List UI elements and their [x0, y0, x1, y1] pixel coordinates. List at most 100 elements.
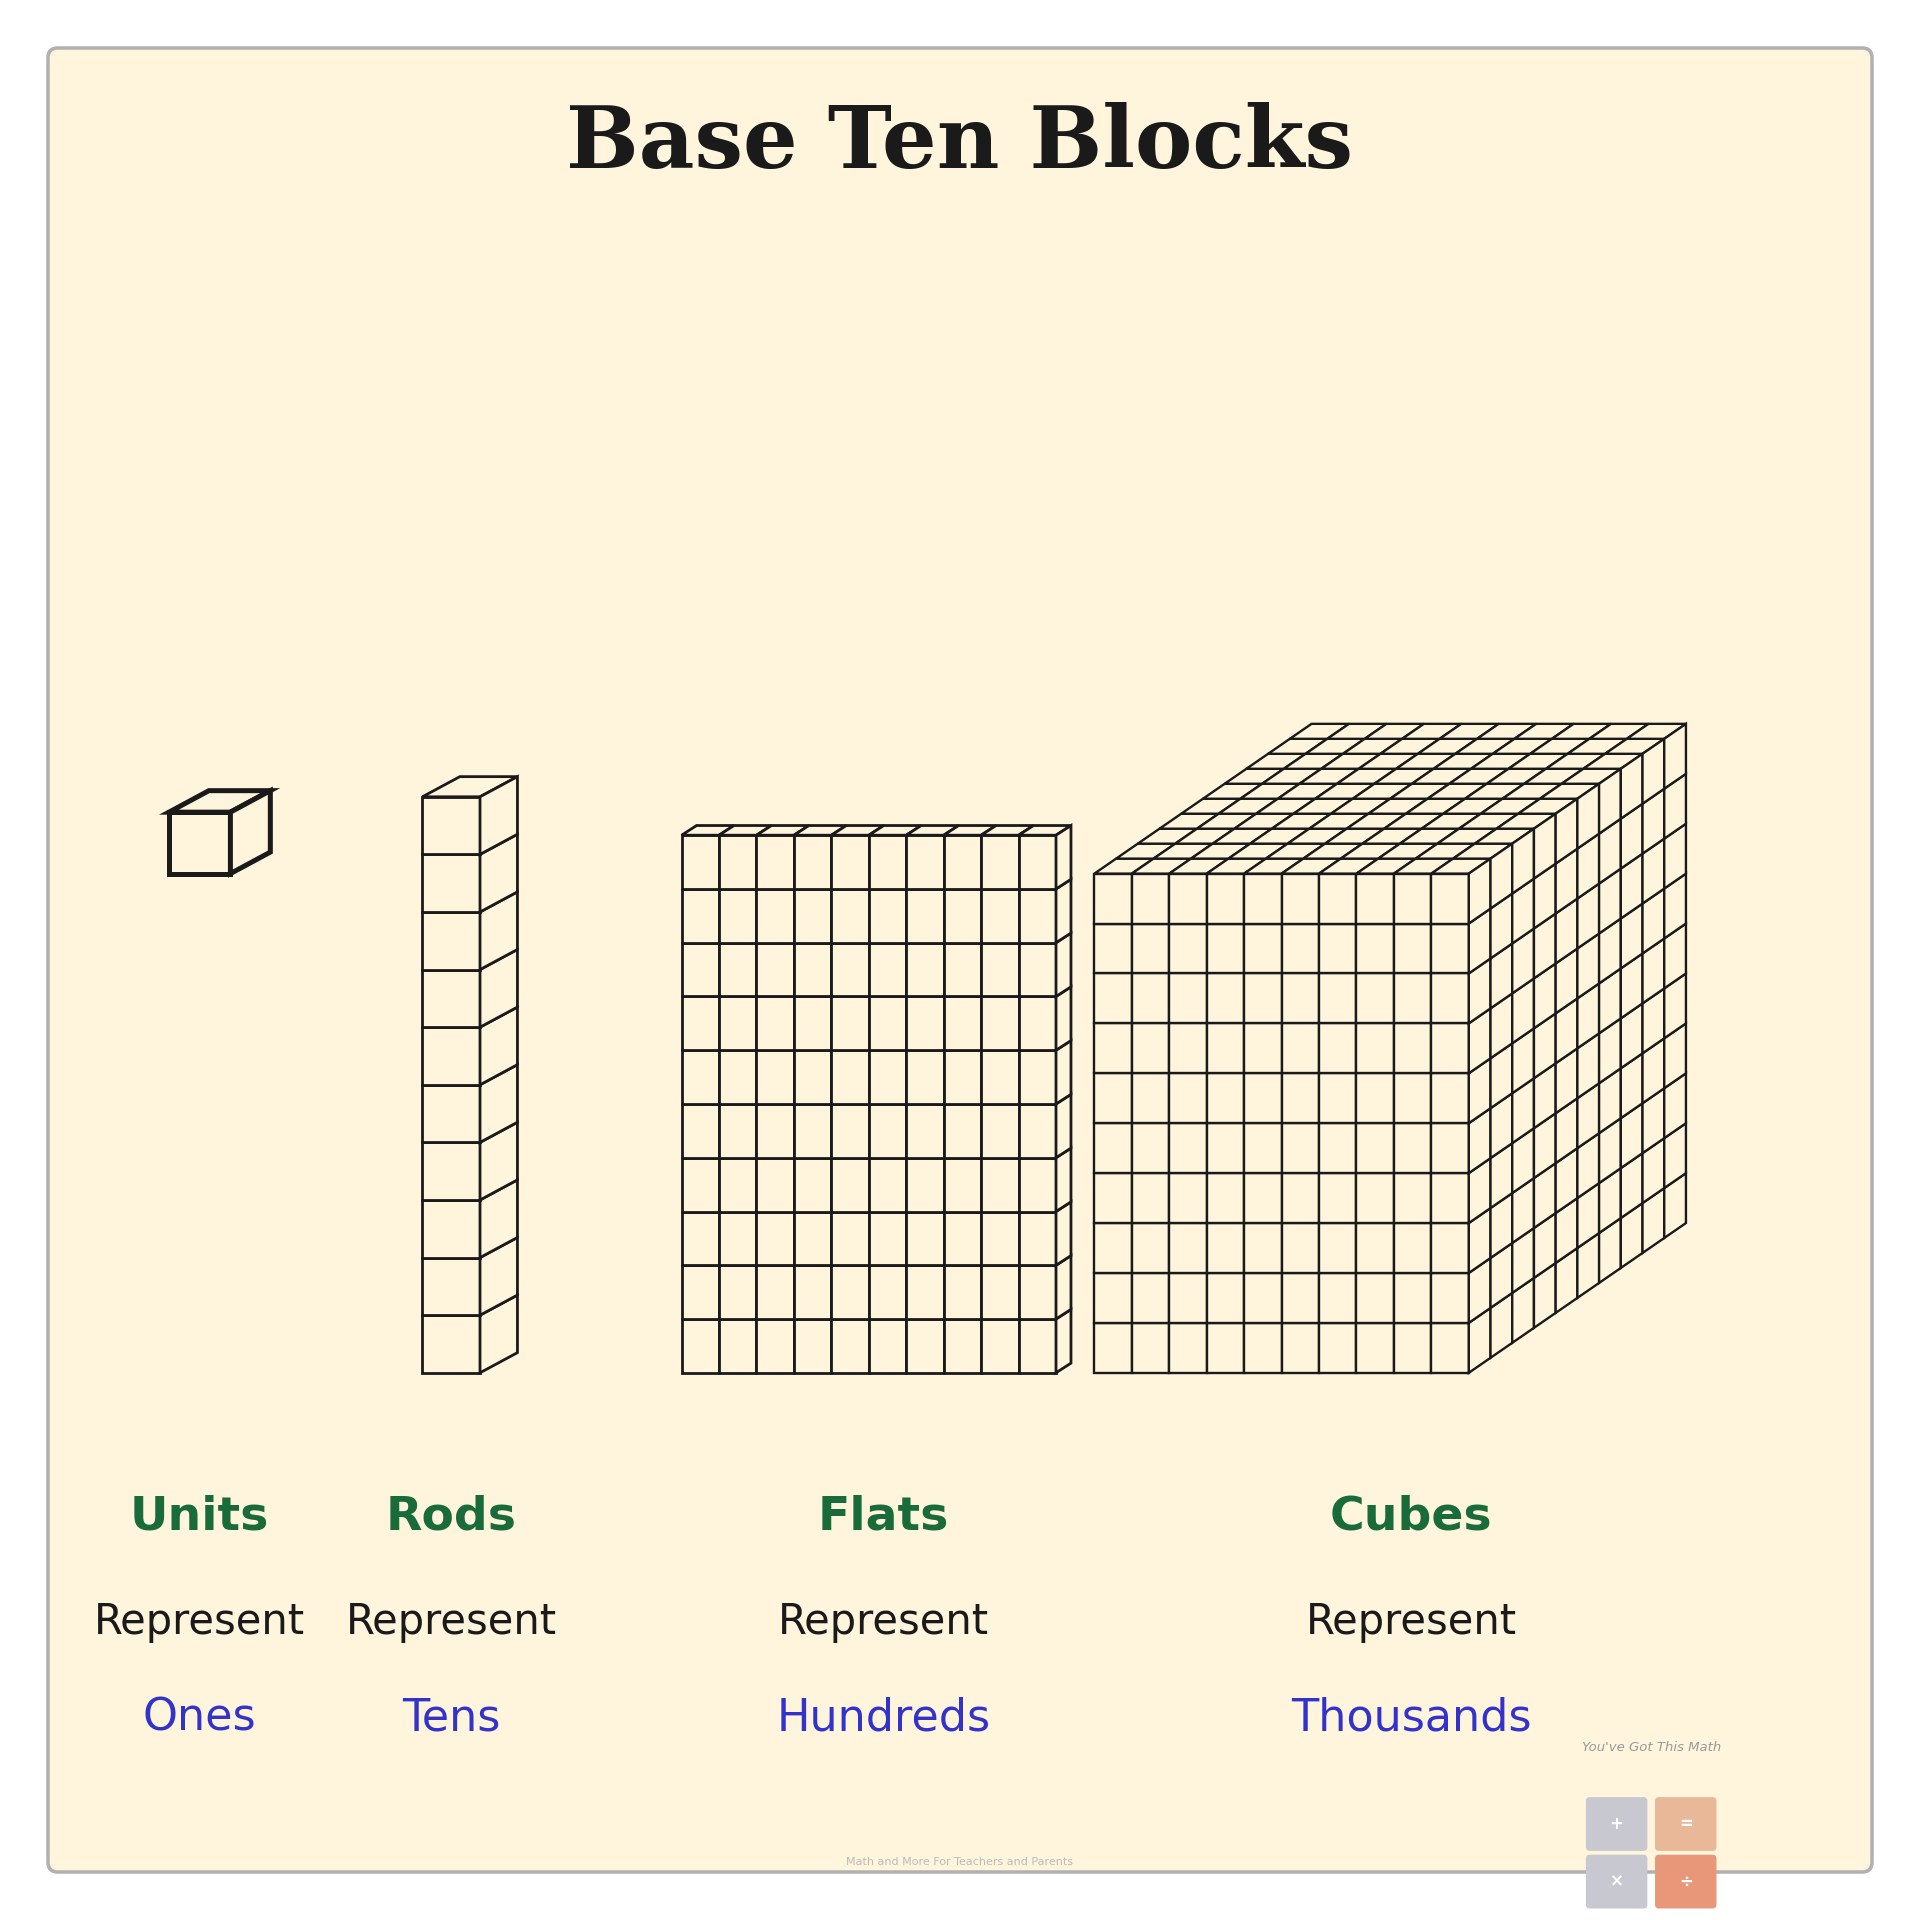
- Polygon shape: [1056, 933, 1071, 996]
- Polygon shape: [718, 889, 756, 943]
- Polygon shape: [906, 826, 958, 835]
- Polygon shape: [1267, 739, 1327, 755]
- Polygon shape: [1283, 1323, 1319, 1373]
- Text: Math and More For Teachers and Parents: Math and More For Teachers and Parents: [847, 1857, 1073, 1868]
- Polygon shape: [945, 1265, 981, 1319]
- Polygon shape: [1056, 1041, 1071, 1104]
- Polygon shape: [1056, 1148, 1071, 1212]
- Polygon shape: [230, 791, 271, 874]
- Polygon shape: [682, 1050, 718, 1104]
- Polygon shape: [981, 826, 1033, 835]
- Polygon shape: [945, 996, 981, 1050]
- Polygon shape: [1094, 1223, 1133, 1273]
- Polygon shape: [1290, 724, 1350, 739]
- Polygon shape: [682, 1158, 718, 1212]
- Polygon shape: [1359, 755, 1417, 768]
- Polygon shape: [981, 996, 1018, 1050]
- Polygon shape: [1379, 843, 1438, 858]
- Polygon shape: [1208, 1223, 1244, 1273]
- Polygon shape: [718, 1212, 756, 1265]
- Polygon shape: [1455, 739, 1515, 755]
- Polygon shape: [1133, 874, 1169, 924]
- Polygon shape: [1578, 833, 1599, 899]
- Polygon shape: [422, 1315, 480, 1373]
- Polygon shape: [1469, 1058, 1490, 1123]
- Polygon shape: [1513, 979, 1534, 1043]
- Polygon shape: [1154, 843, 1213, 858]
- Polygon shape: [1642, 789, 1665, 854]
- Polygon shape: [1394, 1273, 1432, 1323]
- Polygon shape: [1540, 783, 1599, 799]
- Polygon shape: [1490, 843, 1513, 908]
- Polygon shape: [1356, 1273, 1394, 1323]
- Polygon shape: [1394, 1073, 1432, 1123]
- Polygon shape: [868, 826, 922, 835]
- Polygon shape: [945, 835, 981, 889]
- Polygon shape: [795, 1104, 831, 1158]
- Polygon shape: [1208, 1323, 1244, 1373]
- Polygon shape: [1469, 1258, 1490, 1323]
- Polygon shape: [1665, 1073, 1686, 1139]
- Text: Represent: Represent: [1306, 1601, 1517, 1644]
- Polygon shape: [1584, 755, 1642, 768]
- Polygon shape: [1342, 739, 1402, 755]
- Polygon shape: [682, 889, 718, 943]
- Polygon shape: [756, 1158, 795, 1212]
- Polygon shape: [1480, 799, 1540, 814]
- Polygon shape: [1394, 1323, 1432, 1373]
- Polygon shape: [945, 943, 981, 996]
- Polygon shape: [1394, 1223, 1432, 1273]
- Polygon shape: [1578, 1183, 1599, 1248]
- Polygon shape: [1402, 724, 1461, 739]
- Polygon shape: [1490, 1092, 1513, 1158]
- Polygon shape: [1555, 1248, 1578, 1313]
- Polygon shape: [1665, 774, 1686, 839]
- Polygon shape: [868, 889, 906, 943]
- Text: Represent: Represent: [778, 1601, 989, 1644]
- Polygon shape: [422, 1179, 516, 1200]
- Polygon shape: [1642, 1188, 1665, 1254]
- Polygon shape: [1208, 858, 1265, 874]
- Polygon shape: [1475, 829, 1534, 843]
- Polygon shape: [480, 891, 516, 970]
- Polygon shape: [1513, 1279, 1534, 1342]
- Polygon shape: [906, 1050, 945, 1104]
- Polygon shape: [1450, 768, 1509, 783]
- Polygon shape: [831, 1212, 868, 1265]
- Polygon shape: [756, 1212, 795, 1265]
- Polygon shape: [1513, 1179, 1534, 1242]
- Polygon shape: [1208, 924, 1244, 973]
- Polygon shape: [1356, 1323, 1394, 1373]
- Polygon shape: [906, 943, 945, 996]
- Polygon shape: [1094, 1023, 1133, 1073]
- Polygon shape: [422, 1200, 480, 1258]
- Polygon shape: [1421, 814, 1480, 829]
- Polygon shape: [1411, 768, 1471, 783]
- Polygon shape: [795, 943, 831, 996]
- Polygon shape: [756, 1265, 795, 1319]
- Polygon shape: [1642, 1039, 1665, 1104]
- Polygon shape: [868, 1212, 906, 1265]
- Polygon shape: [1331, 799, 1390, 814]
- Polygon shape: [1133, 1023, 1169, 1073]
- Polygon shape: [1319, 1323, 1356, 1373]
- Polygon shape: [1213, 829, 1271, 843]
- Polygon shape: [1271, 814, 1331, 829]
- Polygon shape: [682, 1212, 718, 1265]
- Polygon shape: [906, 1212, 945, 1265]
- Polygon shape: [1534, 1014, 1555, 1079]
- Polygon shape: [1018, 1050, 1056, 1104]
- Polygon shape: [1555, 849, 1578, 914]
- Polygon shape: [718, 1050, 756, 1104]
- Polygon shape: [756, 826, 808, 835]
- Polygon shape: [1490, 943, 1513, 1008]
- Polygon shape: [1513, 929, 1534, 993]
- Polygon shape: [795, 889, 831, 943]
- Polygon shape: [1642, 989, 1665, 1054]
- Polygon shape: [1283, 1223, 1319, 1273]
- Polygon shape: [682, 1104, 718, 1158]
- Polygon shape: [1551, 724, 1611, 739]
- Polygon shape: [1394, 1023, 1432, 1073]
- Polygon shape: [1665, 724, 1686, 789]
- Polygon shape: [1133, 1073, 1169, 1123]
